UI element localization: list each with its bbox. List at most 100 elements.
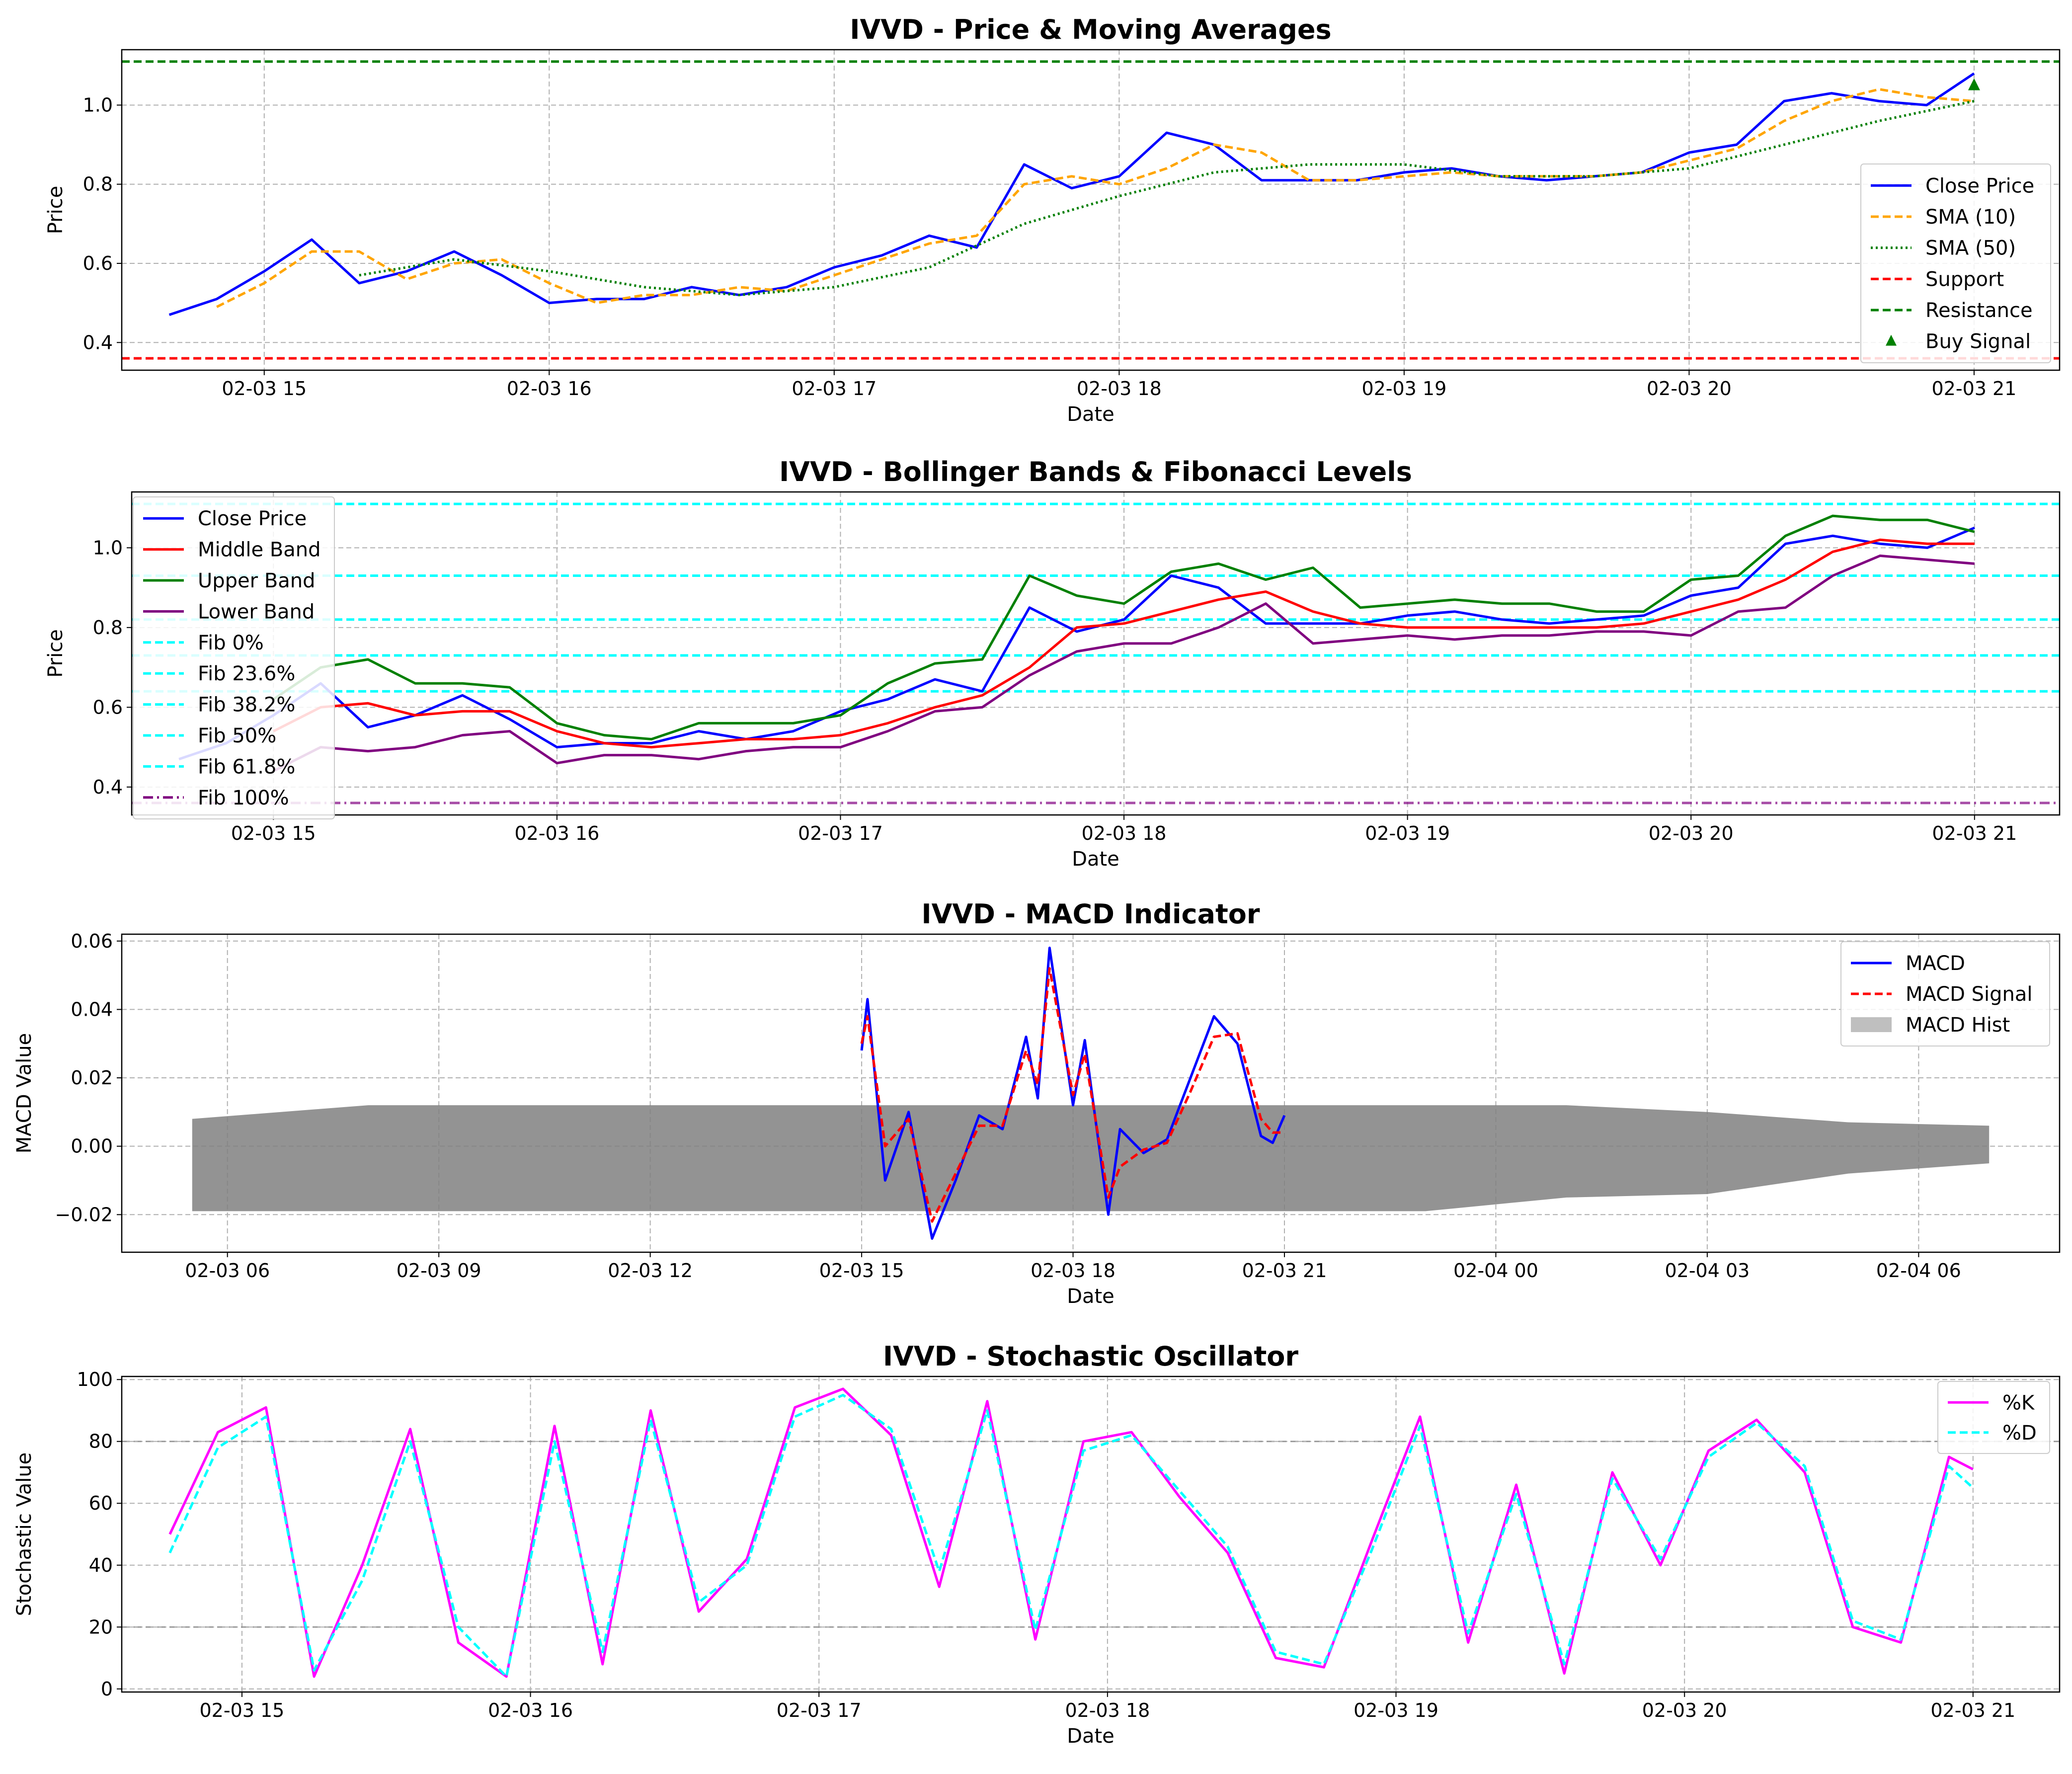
y-tick-label: 0.04 xyxy=(71,998,113,1020)
y-tick-label: −0.02 xyxy=(55,1204,113,1225)
chart-panel-2: 02-03 15 02-03 16 02-03 17 02-03 18 02-03 19… xyxy=(44,456,2061,871)
legend-label: SMA (50) xyxy=(1925,237,2016,260)
x-tick-label: 02-03 15 xyxy=(231,822,316,844)
series-line xyxy=(168,72,1975,316)
series-line xyxy=(359,100,1975,297)
y-axis-label: Stochastic Value xyxy=(13,1452,36,1616)
legend: MACD MACD Signal MACD Hist xyxy=(1840,941,2050,1047)
chart-panel-3: 02-03 06 02-03 09 02-03 12 02-03 15 02-03 18… xyxy=(13,898,2061,1308)
legend-label: SMA (10) xyxy=(1925,206,2016,229)
x-axis-label: Date xyxy=(1067,1285,1115,1308)
y-tick-label: 0.4 xyxy=(93,776,123,798)
y-tick-label: 60 xyxy=(89,1492,113,1514)
x-tick-label: 02-03 21 xyxy=(1930,1699,2015,1721)
legend-box xyxy=(1937,1381,2050,1454)
legend: %K %D xyxy=(1937,1381,2050,1454)
x-tick-label: 02-03 19 xyxy=(1365,822,1450,844)
axes-frame xyxy=(121,49,2061,371)
legend-label: Fib 50% xyxy=(198,725,276,747)
buy-signal-marker xyxy=(1968,78,1980,90)
y-tick-label: 80 xyxy=(89,1431,113,1452)
x-tick-label: 02-03 18 xyxy=(1082,822,1167,844)
series-line xyxy=(168,1387,1974,1678)
axes-frame xyxy=(121,1375,2061,1693)
axes-frame xyxy=(131,491,2061,816)
legend-label: Fib 0% xyxy=(198,632,264,654)
legend-label: Fib 61.8% xyxy=(198,755,295,778)
legend-label: %D xyxy=(2002,1422,2037,1445)
series-line xyxy=(272,514,1975,740)
y-tick-label: 20 xyxy=(89,1616,113,1638)
legend-box xyxy=(1860,163,2051,363)
chart-title: IVVD - MACD Indicator xyxy=(922,898,1260,930)
legend-label: Middle Band xyxy=(198,539,321,562)
legend-label: MACD Hist xyxy=(1906,1014,2010,1037)
legend-label: MACD xyxy=(1906,952,1965,975)
y-tick-label: 100 xyxy=(77,1369,113,1390)
y-tick-label: 0.02 xyxy=(71,1067,113,1089)
legend-label: Resistance xyxy=(1925,299,2033,322)
macd-histogram xyxy=(192,1105,1990,1211)
x-tick-label: 02-03 20 xyxy=(1649,822,1734,844)
x-tick-label: 02-04 06 xyxy=(1876,1260,1961,1282)
legend-label: Fib 100% xyxy=(198,787,289,809)
y-axis-label: MACD Value xyxy=(13,1033,36,1153)
x-tick-label: 02-03 17 xyxy=(792,378,877,400)
y-tick-label: 0.4 xyxy=(83,331,113,353)
x-tick-label: 02-03 12 xyxy=(608,1260,693,1282)
y-tick-label: 0.8 xyxy=(83,173,113,195)
chart-title: IVVD - Bollinger Bands & Fibonacci Level… xyxy=(779,456,1412,487)
y-tick-label: 0.6 xyxy=(93,696,123,718)
x-tick-label: 02-03 19 xyxy=(1354,1699,1438,1721)
legend-label: Lower Band xyxy=(198,600,315,623)
y-tick-label: 0.00 xyxy=(71,1135,113,1157)
y-tick-label: 40 xyxy=(89,1554,113,1576)
series-line xyxy=(168,1393,1974,1678)
axes-frame xyxy=(121,933,2061,1253)
x-tick-label: 02-03 15 xyxy=(222,378,307,400)
plot-area xyxy=(132,502,2060,805)
x-tick-label: 02-03 09 xyxy=(397,1260,481,1282)
legend-label: Fib 38.2% xyxy=(198,694,295,717)
y-tick-label: 0 xyxy=(101,1678,113,1700)
x-tick-label: 02-03 16 xyxy=(507,378,592,400)
legend: Close Price Middle Band Upper Band Lower Ba… xyxy=(133,496,335,819)
y-axis-label: Price xyxy=(44,629,67,678)
chart-panel-4: 02-03 15 02-03 16 02-03 17 02-03 18 02-03 19… xyxy=(13,1341,2061,1748)
y-tick-label: 0.8 xyxy=(93,617,123,639)
x-tick-label: 02-03 21 xyxy=(1932,378,2017,400)
legend-box xyxy=(1840,941,2050,1047)
y-tick-label: 1.0 xyxy=(93,537,123,559)
legend-box xyxy=(133,496,335,819)
series-line xyxy=(216,88,1975,308)
x-tick-label: 02-03 18 xyxy=(1065,1699,1150,1721)
series-line xyxy=(860,947,1286,1240)
x-axis-label: Date xyxy=(1067,403,1115,426)
x-tick-label: 02-03 06 xyxy=(185,1260,270,1282)
series-line xyxy=(860,967,1284,1223)
x-tick-label: 02-03 15 xyxy=(200,1699,285,1721)
series-line xyxy=(273,554,1975,772)
x-tick-label: 02-03 18 xyxy=(1077,378,1162,400)
x-tick-label: 02-03 21 xyxy=(1932,822,2017,844)
chart-title: IVVD - Price & Moving Averages xyxy=(850,14,1331,45)
legend-label: Support xyxy=(1925,268,2004,291)
x-tick-label: 02-03 15 xyxy=(819,1260,904,1282)
chart-title: IVVD - Stochastic Oscillator xyxy=(883,1341,1298,1372)
x-axis-label: Date xyxy=(1067,1725,1115,1748)
x-tick-label: 02-04 00 xyxy=(1453,1260,1538,1282)
x-tick-label: 02-03 16 xyxy=(514,822,599,844)
legend-label: %K xyxy=(2002,1391,2035,1414)
plot-area xyxy=(122,1387,2060,1678)
y-tick-label: 0.6 xyxy=(83,252,113,274)
series-line xyxy=(178,526,1975,761)
chart-panel-1: 02-03 15 02-03 16 02-03 17 02-03 18 02-03 19… xyxy=(44,14,2061,426)
x-tick-label: 02-03 20 xyxy=(1642,1699,1727,1721)
legend-handle xyxy=(1851,1017,1892,1032)
x-tick-label: 02-03 17 xyxy=(798,822,883,844)
x-tick-label: 02-03 20 xyxy=(1647,378,1732,400)
y-tick-label: 0.06 xyxy=(71,930,113,952)
x-tick-label: 02-03 17 xyxy=(777,1699,862,1721)
plot-area xyxy=(122,60,2060,360)
legend-label: MACD Signal xyxy=(1906,983,2033,1006)
